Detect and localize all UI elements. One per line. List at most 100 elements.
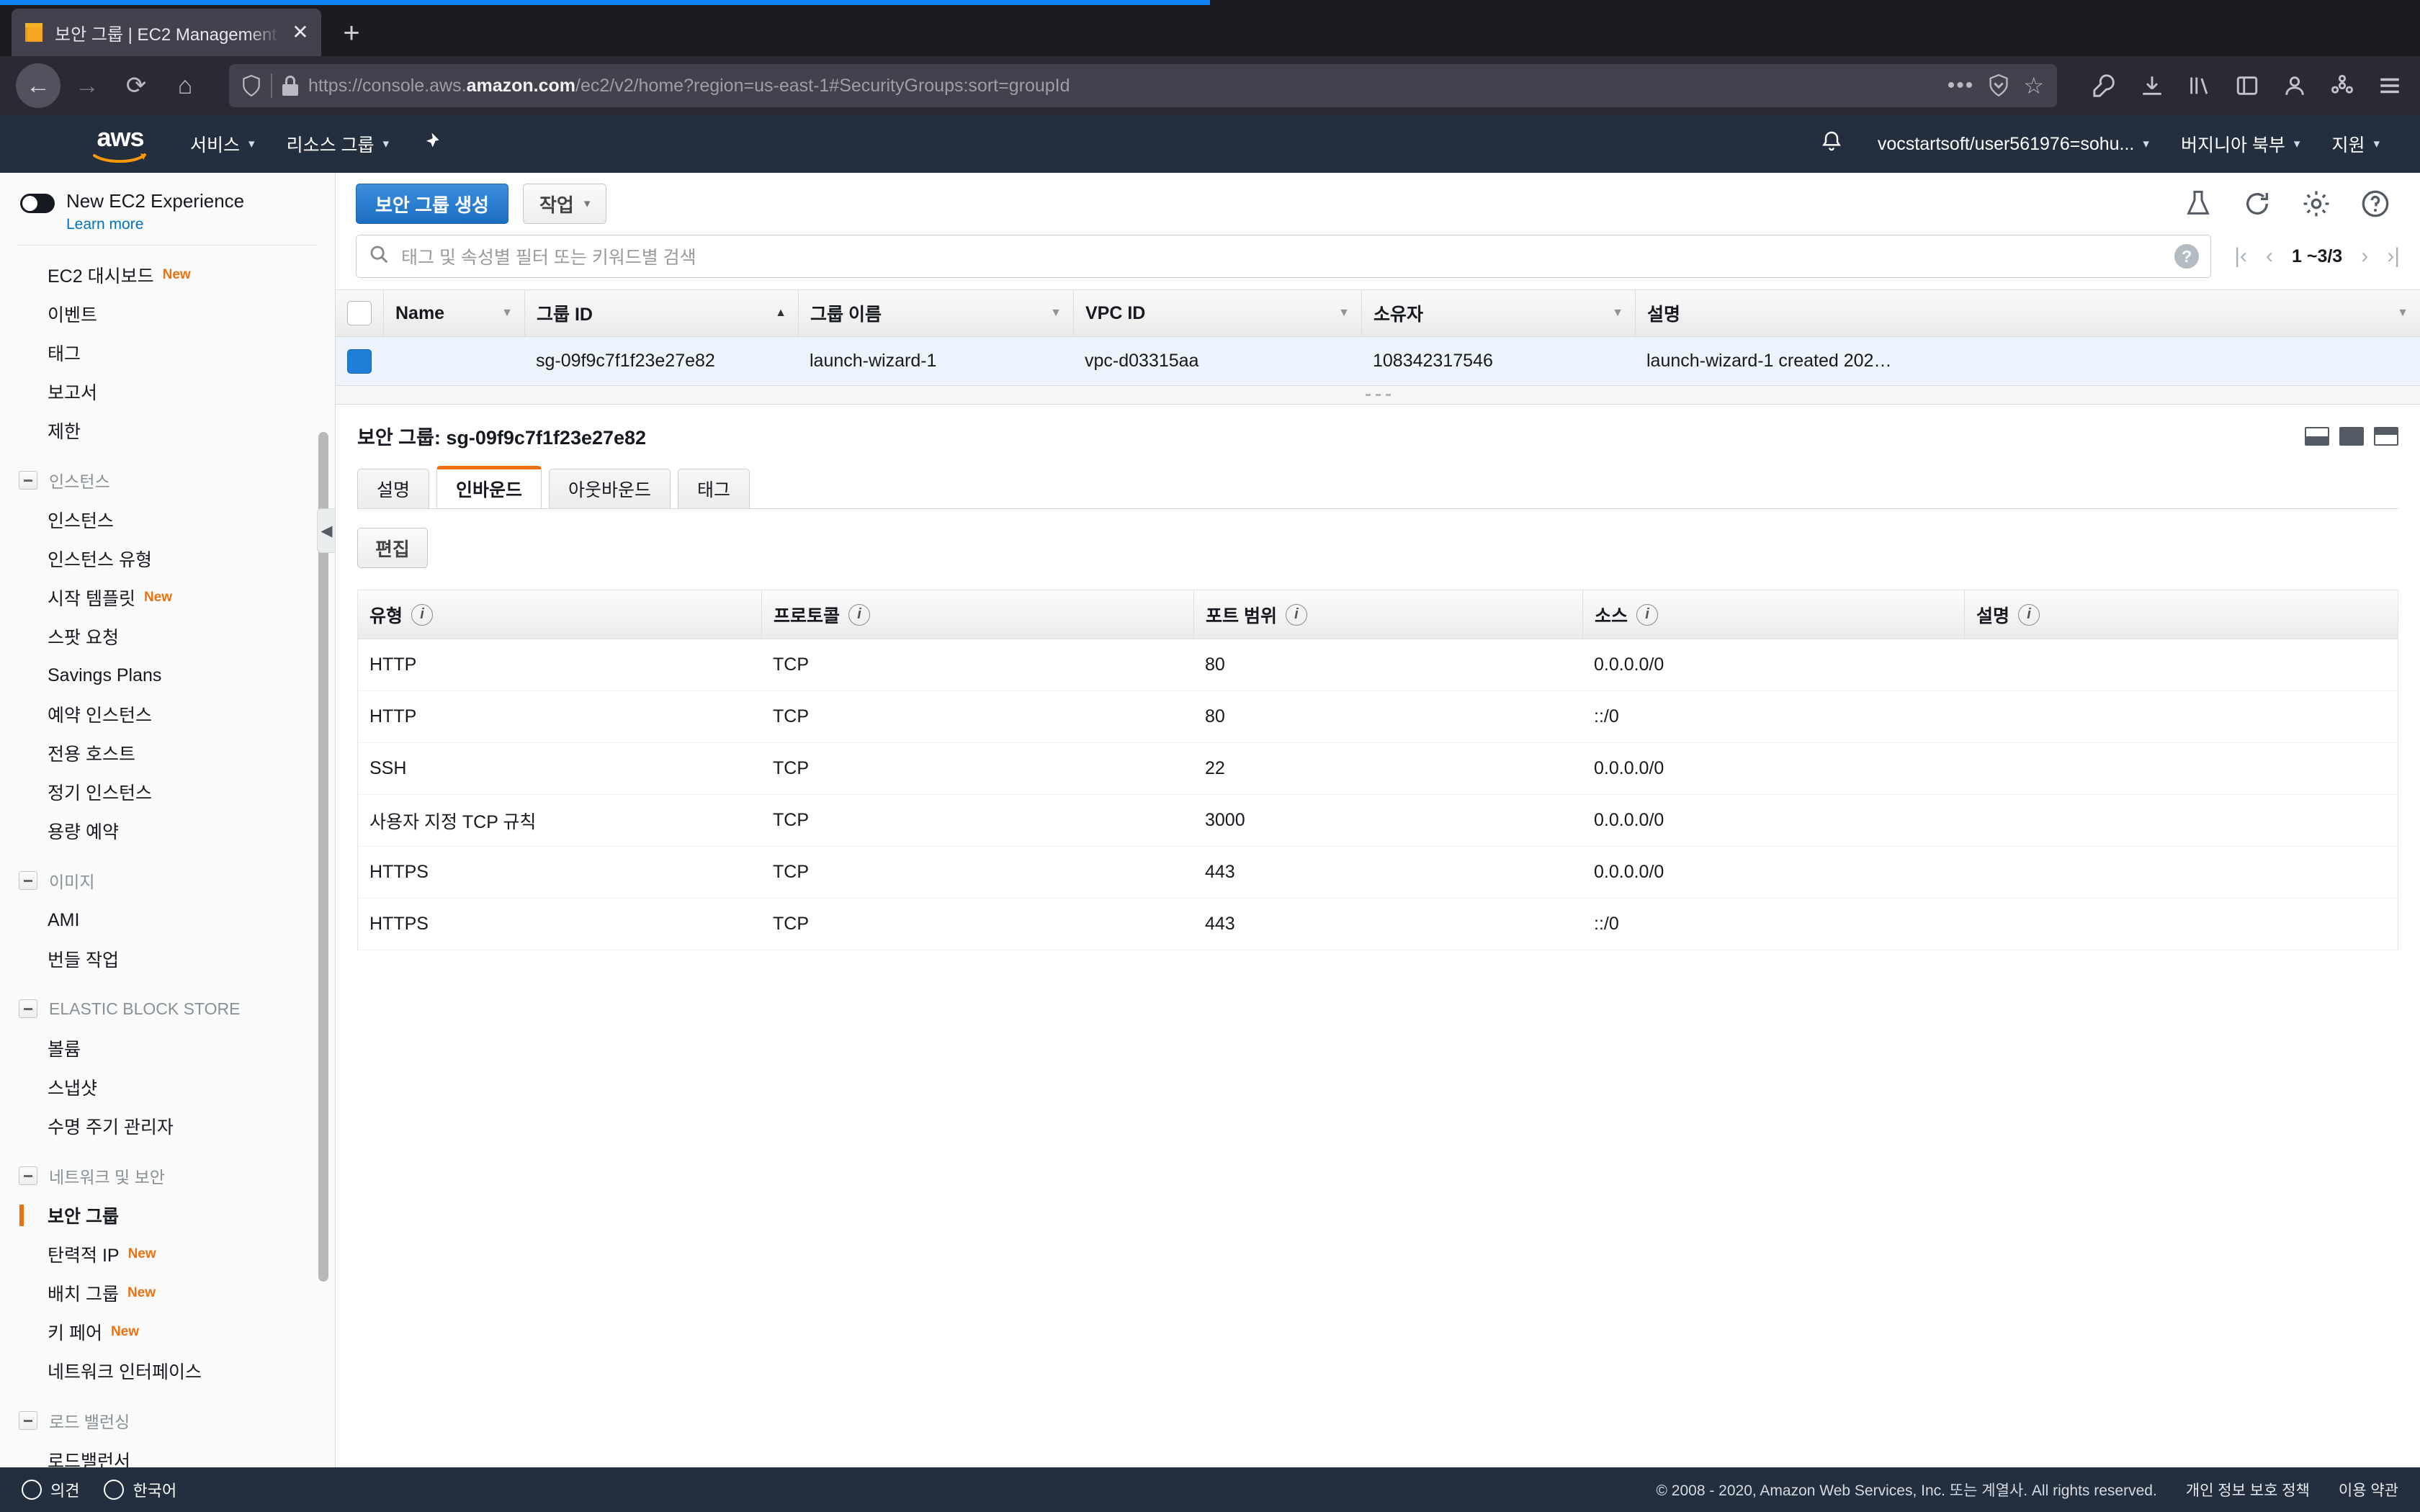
bell-icon[interactable] [1801, 130, 1862, 158]
language-button[interactable]: 한국어 [104, 1478, 176, 1501]
forward-icon[interactable]: → [75, 71, 99, 99]
collapse-minus-icon[interactable] [19, 1411, 37, 1431]
edit-button[interactable]: 편집 [357, 528, 428, 568]
search-help-badge[interactable]: ? [2174, 244, 2200, 269]
select-all-checkbox[interactable] [347, 301, 372, 325]
table-row[interactable]: sg-09f9c7f1f23e27e82 launch-wizard-1 vpc-d… [336, 337, 2420, 386]
sidebar-icon[interactable] [2233, 71, 2262, 100]
panel-splitter[interactable] [336, 386, 2420, 405]
info-icon[interactable]: i [2018, 603, 2040, 626]
last-page-icon[interactable]: ›| [2387, 244, 2400, 268]
sidebar-item-8[interactable]: 시작 템플릿 New [0, 578, 335, 617]
next-page-icon[interactable]: › [2361, 244, 2369, 268]
privacy-policy-link[interactable]: 개인 정보 보호 정책 [2185, 1482, 2310, 1499]
column-header-owner[interactable]: 소유자 ▼ [1361, 290, 1635, 336]
tab-3[interactable]: 태그 [678, 469, 750, 509]
sidebar-item-16[interactable]: AMI [0, 901, 335, 940]
sort-asc-icon[interactable]: ▲ [775, 307, 786, 319]
gear-icon[interactable] [2300, 188, 2332, 220]
sidebar-group-15[interactable]: 이미지 [0, 860, 335, 901]
info-icon[interactable]: i [411, 603, 434, 626]
sidebar-group-22[interactable]: 네트워크 및 보안 [0, 1156, 335, 1196]
sidebar-item-17[interactable]: 번들 작업 [0, 940, 335, 978]
column-header-group-id[interactable]: 그룹 ID ▲ [524, 290, 798, 336]
collapse-minus-icon[interactable] [19, 1166, 37, 1186]
tab-1[interactable]: 인바운드 [436, 466, 542, 509]
info-icon[interactable]: i [1636, 603, 1659, 626]
chevron-down-icon[interactable]: ▼ [501, 307, 513, 319]
chevron-down-icon[interactable]: ▼ [1612, 307, 1623, 319]
sidebar-item-12[interactable]: 전용 호스트 [0, 734, 335, 773]
sidebar-group-28[interactable]: 로드 밸런싱 [0, 1400, 335, 1441]
wrench-icon[interactable] [2090, 71, 2119, 100]
sidebar-item-23[interactable]: 보안 그룹 [0, 1196, 335, 1235]
prev-page-icon[interactable]: ‹ [2266, 244, 2273, 268]
collapse-minus-icon[interactable] [19, 471, 37, 490]
account-icon[interactable] [2280, 71, 2309, 100]
sidebar-item-27[interactable]: 네트워크 인터페이스 [0, 1351, 335, 1390]
collapse-minus-icon[interactable] [19, 871, 37, 891]
row-checkbox[interactable] [347, 348, 372, 374]
sidebar-item-9[interactable]: 스팟 요청 [0, 617, 335, 656]
address-bar[interactable]: https://console.aws.amazon.com/ec2/v2/ho… [229, 64, 2057, 107]
row-select-cell[interactable] [336, 348, 383, 374]
sidebar-group-18[interactable]: ELASTIC BLOCK STORE [0, 989, 335, 1029]
refresh-icon[interactable] [2241, 188, 2273, 220]
info-icon[interactable]: i [1285, 603, 1307, 626]
library-icon[interactable] [2185, 71, 2214, 100]
services-menu[interactable]: 서비스 ▾ [174, 115, 271, 173]
actions-button[interactable]: 작업 ▾ [522, 184, 607, 224]
account-menu[interactable]: vocstartsoft/user561976=sohu... ▾ [1862, 115, 2165, 173]
column-header-group-name[interactable]: 그룹 이름 ▼ [798, 290, 1073, 336]
info-icon[interactable]: i [848, 603, 871, 626]
resource-groups-menu[interactable]: 리소스 그룹 ▾ [271, 115, 405, 173]
chevron-down-icon[interactable]: ▼ [2397, 307, 2408, 319]
sidebar-item-25[interactable]: 배치 그룹 New [0, 1274, 335, 1313]
panel-full-icon[interactable] [2339, 426, 2364, 446]
sidebar-item-24[interactable]: 탄력적 IP New [0, 1235, 335, 1274]
sidebar-item-26[interactable]: 키 페어 New [0, 1313, 335, 1351]
terms-link[interactable]: 이용 약관 [2338, 1482, 2398, 1499]
sidebar-item-14[interactable]: 용량 예약 [0, 811, 335, 850]
sidebar-scrollbar-thumb[interactable] [318, 432, 328, 1282]
column-header-name[interactable]: Name ▼ [383, 290, 524, 336]
browser-tab[interactable]: 보안 그룹 | EC2 Management Con ✕ [12, 9, 321, 56]
pocket-icon[interactable] [1989, 74, 2009, 97]
sidebar-item-10[interactable]: Savings Plans [0, 656, 335, 695]
sidebar-item-2[interactable]: 태그 [0, 333, 335, 372]
create-security-group-button[interactable]: 보안 그룹 생성 [356, 184, 508, 224]
select-all-header[interactable] [336, 290, 383, 336]
page-actions-icon[interactable]: ••• [1947, 73, 1975, 97]
close-icon[interactable]: ✕ [292, 21, 309, 43]
collapse-minus-icon[interactable] [19, 999, 37, 1019]
help-icon[interactable] [2360, 188, 2391, 220]
sidebar-item-6[interactable]: 인스턴스 [0, 500, 335, 539]
menu-icon[interactable] [2375, 71, 2404, 100]
tab-2[interactable]: 아웃바운드 [549, 469, 671, 509]
aws-logo[interactable]: aws [66, 124, 174, 163]
support-menu[interactable]: 지원 ▾ [2316, 115, 2396, 173]
tracking-shield-icon[interactable] [242, 75, 261, 96]
chevron-down-icon[interactable]: ▼ [1338, 307, 1350, 319]
region-menu[interactable]: 버지니아 북부 ▾ [2165, 115, 2316, 173]
search-input[interactable]: 태그 및 속성별 필터 또는 키워드별 검색 ? [356, 235, 2212, 278]
bookmark-star-icon[interactable]: ☆ [2023, 73, 2044, 99]
back-icon[interactable]: ← [16, 63, 60, 108]
tab-0[interactable]: 설명 [357, 469, 430, 509]
flask-icon[interactable] [2182, 188, 2214, 220]
download-icon[interactable] [2138, 71, 2166, 100]
sidebar-item-13[interactable]: 정기 인스턴스 [0, 773, 335, 811]
sidebar-item-7[interactable]: 인스턴스 유형 [0, 539, 335, 578]
sidebar-item-29[interactable]: 로드밸런서 [0, 1441, 335, 1467]
sidebar-item-1[interactable]: 이벤트 [0, 294, 335, 333]
pin-icon[interactable] [405, 131, 455, 158]
extensions-icon[interactable] [2328, 71, 2357, 100]
sidebar-item-0[interactable]: EC2 대시보드 New [0, 256, 335, 294]
sidebar-item-11[interactable]: 예약 인스턴스 [0, 695, 335, 734]
new-experience-toggle[interactable] [20, 194, 55, 213]
sidebar-item-21[interactable]: 수명 주기 관리자 [0, 1107, 335, 1146]
reload-icon[interactable]: ⟳ [125, 72, 147, 99]
sidebar-item-19[interactable]: 볼륨 [0, 1029, 335, 1068]
new-tab-button[interactable]: + [343, 17, 360, 49]
sidebar-item-20[interactable]: 스냅샷 [0, 1068, 335, 1107]
